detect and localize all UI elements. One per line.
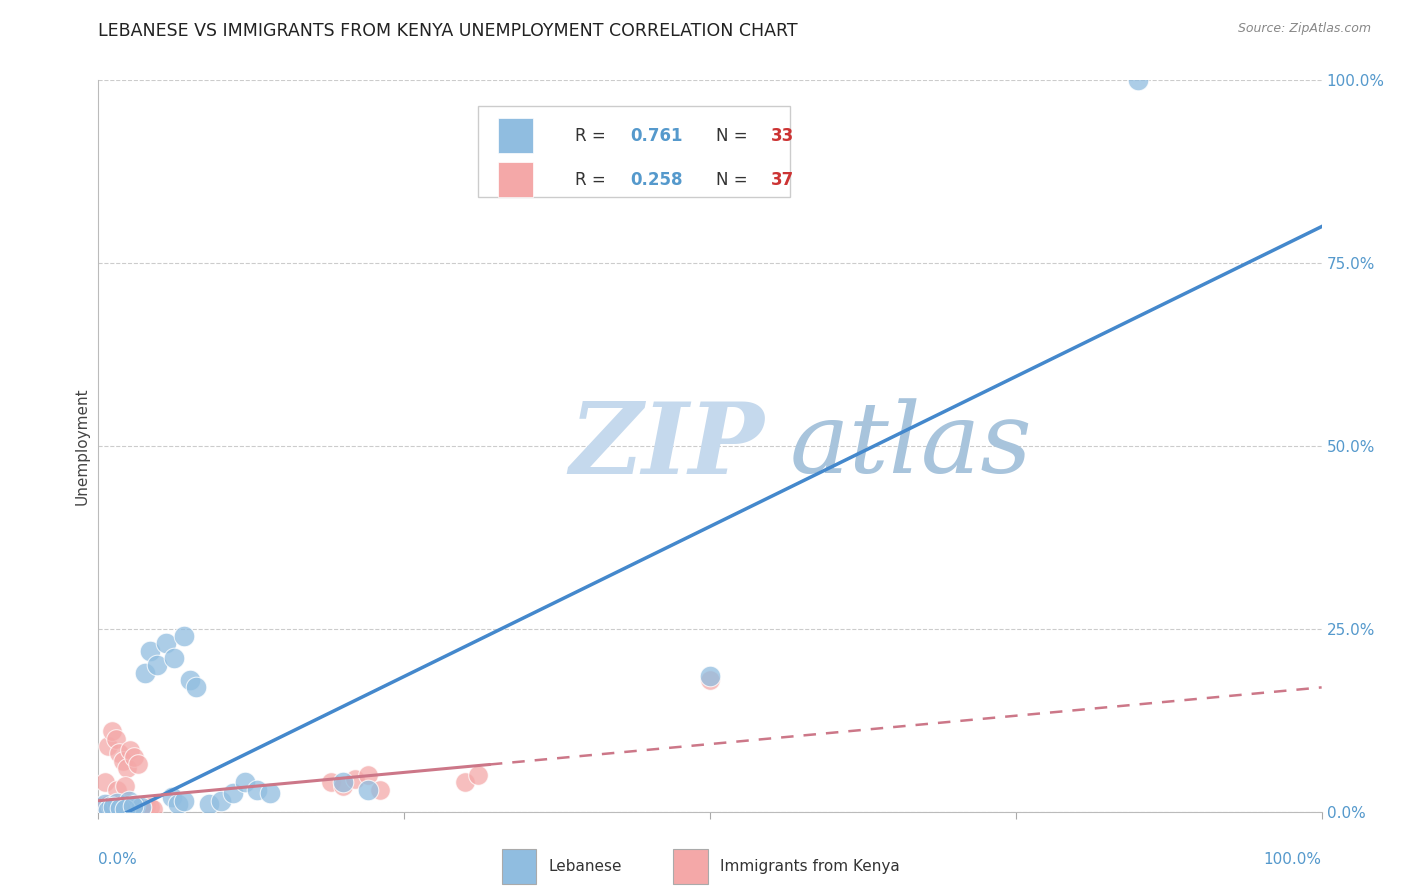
Point (131, 801, 153, 815)
Point (120, 800, 142, 814)
Point (142, 802, 165, 816)
Point (173, 794, 195, 808)
Point (1128, 73, 1150, 87)
Point (101, 800, 124, 814)
Text: N =: N = (716, 170, 754, 189)
Point (134, 665, 156, 680)
Point (97, 739, 120, 753)
Point (124, 797, 146, 812)
Point (115, 761, 138, 775)
Point (344, 772, 367, 786)
Text: ZIP: ZIP (569, 398, 765, 494)
Point (105, 782, 128, 797)
Text: Immigrants from Kenya: Immigrants from Kenya (720, 859, 900, 874)
Point (93, 775, 115, 789)
Bar (498, 162, 533, 197)
Point (139, 644, 162, 658)
Point (122, 749, 145, 764)
Text: Source: ZipAtlas.com: Source: ZipAtlas.com (1237, 22, 1371, 36)
Point (114, 779, 136, 793)
Point (699, 669, 721, 683)
Point (135, 798, 157, 813)
Point (454, 775, 477, 789)
Point (129, 801, 152, 815)
Point (222, 787, 245, 801)
Point (139, 800, 162, 814)
Point (97, 803, 120, 817)
Point (356, 768, 378, 782)
Point (129, 799, 152, 814)
Point (101, 724, 124, 739)
Text: R =: R = (575, 170, 612, 189)
FancyBboxPatch shape (478, 106, 790, 197)
Point (173, 629, 195, 643)
Point (118, 794, 141, 808)
Point (110, 801, 132, 815)
Point (146, 658, 169, 673)
Bar (502, 849, 536, 884)
Point (186, 681, 208, 695)
Point (117, 798, 139, 813)
Point (160, 790, 183, 805)
Point (124, 798, 146, 813)
Point (233, 775, 256, 789)
Point (699, 673, 721, 687)
Point (121, 798, 143, 813)
Point (332, 775, 354, 789)
Point (259, 787, 281, 801)
Point (128, 799, 150, 814)
Point (112, 796, 135, 810)
Y-axis label: Unemployment: Unemployment (75, 387, 90, 505)
Point (167, 797, 190, 812)
Point (246, 782, 269, 797)
Text: N =: N = (716, 127, 754, 145)
Point (94, 800, 117, 814)
Point (197, 797, 219, 812)
Point (110, 801, 132, 815)
Text: 0.0%: 0.0% (98, 852, 138, 867)
Text: 0.258: 0.258 (630, 170, 683, 189)
Point (114, 802, 136, 816)
Point (91, 798, 114, 813)
Point (111, 754, 134, 768)
Point (104, 731, 127, 746)
Point (319, 775, 342, 789)
Point (163, 651, 186, 665)
Point (101, 799, 124, 814)
Text: atlas: atlas (790, 399, 1032, 493)
Text: Lebanese: Lebanese (548, 859, 621, 874)
Text: 100.0%: 100.0% (1264, 852, 1322, 867)
Bar (498, 119, 533, 153)
Text: LEBANESE VS IMMIGRANTS FROM KENYA UNEMPLOYMENT CORRELATION CHART: LEBANESE VS IMMIGRANTS FROM KENYA UNEMPL… (98, 22, 799, 40)
Text: 37: 37 (772, 170, 794, 189)
Point (127, 757, 149, 772)
Point (120, 742, 142, 756)
Point (155, 636, 177, 650)
Point (105, 798, 128, 813)
Point (100, 798, 122, 813)
Point (179, 673, 201, 687)
Text: 33: 33 (772, 127, 794, 145)
Bar (673, 849, 707, 884)
Point (93, 797, 115, 812)
Point (111, 797, 134, 812)
Text: R =: R = (575, 127, 612, 145)
Point (98, 797, 121, 812)
Point (105, 796, 128, 810)
Point (356, 782, 378, 797)
Point (111, 801, 134, 815)
Point (209, 794, 232, 808)
Point (108, 746, 131, 760)
Point (467, 768, 489, 782)
Point (332, 779, 354, 793)
Text: 0.761: 0.761 (630, 127, 683, 145)
Point (368, 782, 391, 797)
